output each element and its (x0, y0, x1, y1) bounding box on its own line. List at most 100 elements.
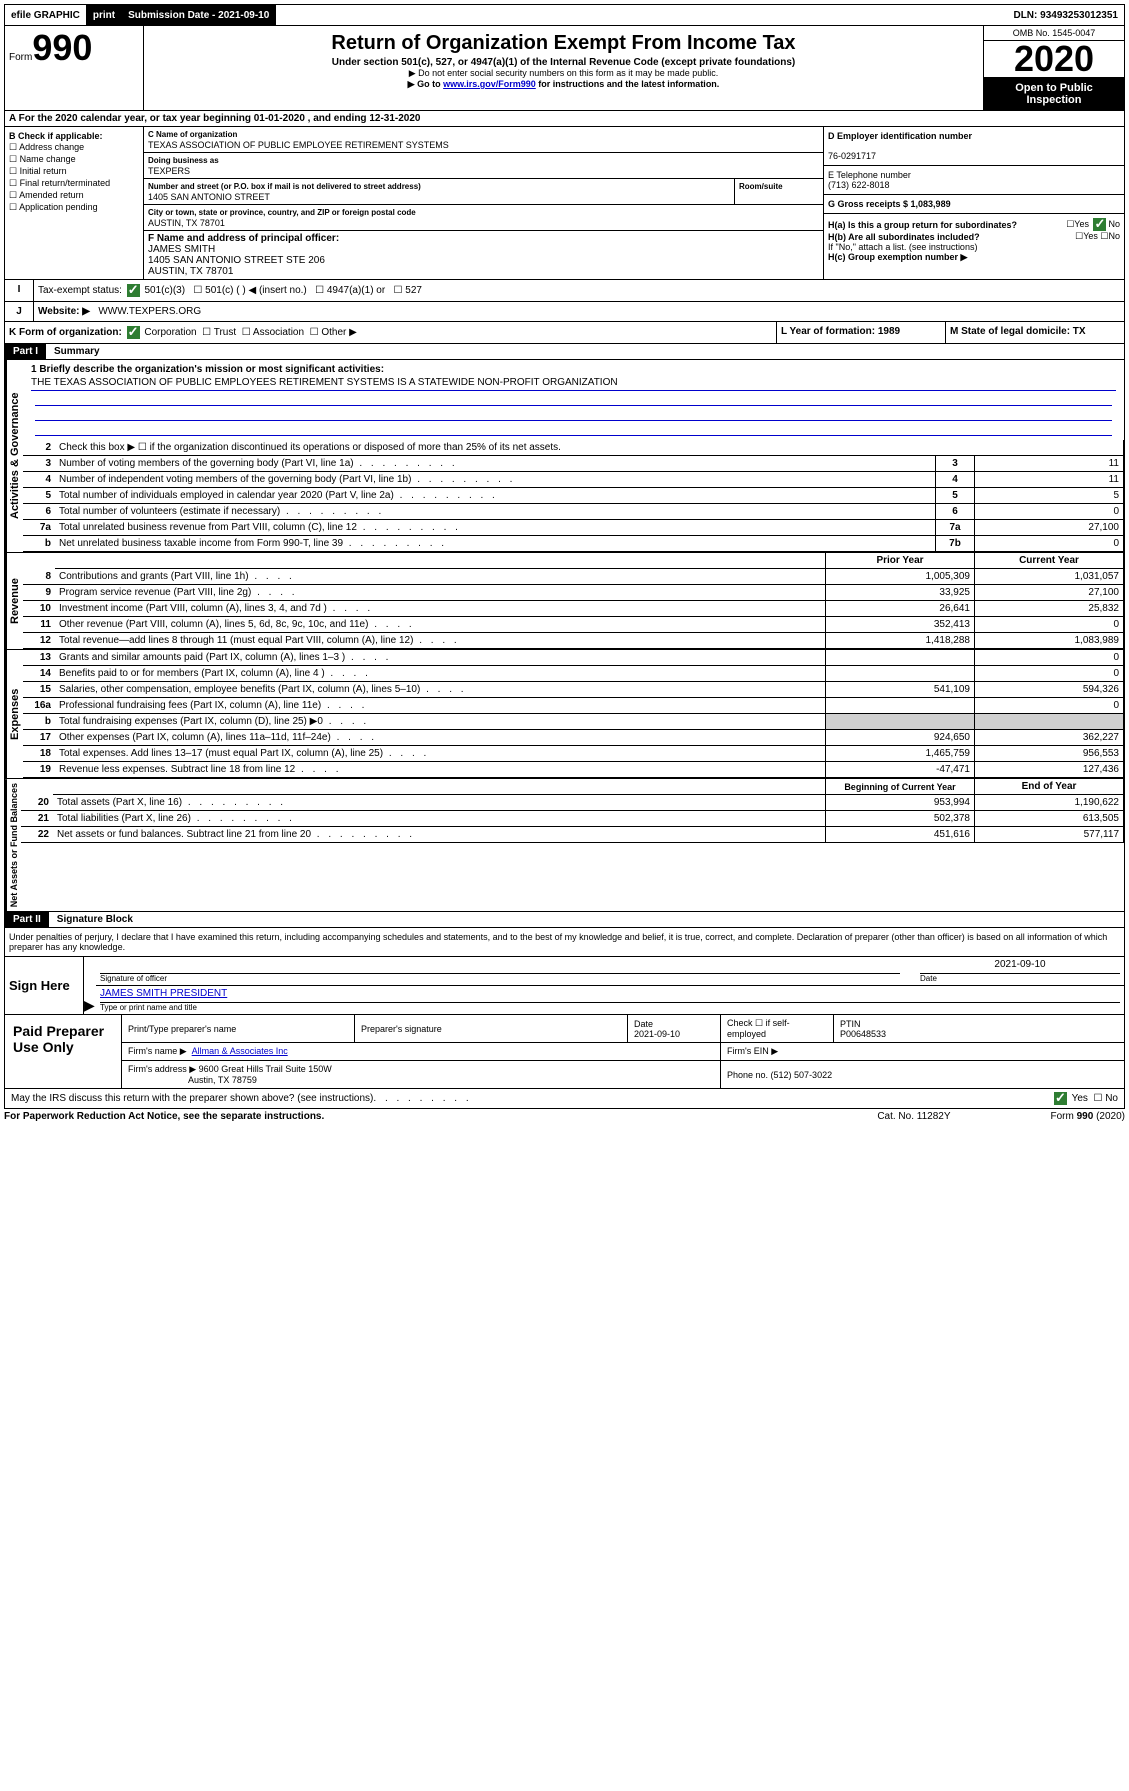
chk-amended[interactable]: ☐ Amended return (9, 190, 139, 201)
part1-header: Part I Summary (4, 344, 1125, 360)
org-name: TEXAS ASSOCIATION OF PUBLIC EMPLOYEE RET… (148, 140, 819, 150)
end-year-header: End of Year (975, 779, 1124, 795)
netassets-section: Net Assets or Fund Balances Beginning of… (4, 779, 1125, 912)
ein-cell: D Employer identification number 76-0291… (824, 127, 1124, 166)
form-header: Form990 Return of Organization Exempt Fr… (4, 26, 1125, 111)
dba-cell: Doing business as TEXPERS (144, 153, 823, 179)
expenses-section: Expenses 13Grants and similar amounts pa… (4, 650, 1125, 779)
city-cell: City or town, state or province, country… (144, 205, 823, 231)
chk-name[interactable]: ☐ Name change (9, 154, 139, 165)
chk-pending[interactable]: ☐ Application pending (9, 202, 139, 213)
phone-cell: E Telephone number (713) 622-8018 (824, 166, 1124, 195)
tax-status-row: I Tax-exempt status: 501(c)(3) ☐ 501(c) … (4, 280, 1125, 302)
street-cell: Number and street (or P.O. box if mail i… (144, 179, 735, 204)
discuss-yes-check[interactable] (1054, 1092, 1067, 1105)
row-j-label: J (5, 302, 34, 321)
mission-blank-2 (35, 406, 1112, 421)
firm-name-cell: Firm's name ▶ Allman & Associates Inc (122, 1043, 721, 1061)
sign-date: 2021-09-10 (920, 959, 1120, 973)
table-row: 4Number of independent voting members of… (23, 472, 1124, 488)
entity-section: B Check if applicable: ☐ Address change … (4, 127, 1125, 280)
sign-caret-icon: ▶ (84, 957, 96, 1014)
prep-ptin-cell: PTINP00648533 (834, 1015, 1125, 1043)
col-b-label: B Check if applicable: (9, 131, 103, 141)
table-row: 8Contributions and grants (Part VIII, li… (23, 569, 1124, 585)
governance-table: 2Check this box ▶ ☐ if the organization … (23, 440, 1124, 552)
table-row: 18Total expenses. Add lines 13–17 (must … (23, 746, 1124, 762)
dln-label: DLN: 93493253012351 (1007, 5, 1124, 25)
revenue-section: Revenue Prior Year Current Year 8Contrib… (4, 553, 1125, 650)
group-return-cell: H(a) Is this a group return for subordin… (824, 214, 1124, 267)
table-row: 12Total revenue—add lines 8 through 11 (… (23, 633, 1124, 649)
preparer-label: Paid Preparer Use Only (5, 1015, 122, 1088)
chk-final[interactable]: ☐ Final return/terminated (9, 178, 139, 189)
tax-year: 2020 (984, 41, 1124, 78)
mission-box: 1 Briefly describe the organization's mi… (23, 360, 1124, 440)
officer-cell: F Name and address of principal officer:… (144, 231, 823, 279)
website-value: WWW.TEXPERS.ORG (98, 306, 201, 317)
sign-here-section: Sign Here ▶ Signature of officer 2021-09… (4, 957, 1125, 1015)
irs-link[interactable]: www.irs.gov/Form990 (443, 79, 536, 89)
table-row: 2Check this box ▶ ☐ if the organization … (23, 440, 1124, 456)
governance-section: Activities & Governance 1 Briefly descri… (4, 360, 1125, 553)
table-row: 17Other expenses (Part IX, column (A), l… (23, 730, 1124, 746)
chk-501c3[interactable] (127, 284, 140, 297)
ha-no-check[interactable] (1093, 218, 1106, 231)
table-row: 21Total liabilities (Part X, line 26)502… (21, 811, 1124, 827)
side-expenses: Expenses (5, 650, 23, 778)
part1-tag: Part I (5, 344, 46, 359)
prep-date-cell: Date2021-09-10 (628, 1015, 721, 1043)
mission-blank-1 (35, 391, 1112, 406)
form-subtitle: Under section 501(c), 527, or 4947(a)(1)… (148, 57, 979, 68)
firm-ein-cell: Firm's EIN ▶ (721, 1043, 1125, 1061)
chk-corp[interactable] (127, 326, 140, 339)
chk-initial[interactable]: ☐ Initial return (9, 166, 139, 177)
check-applicable-col: B Check if applicable: ☐ Address change … (5, 127, 144, 279)
ein-value: 76-0291717 (828, 151, 876, 161)
firm-link[interactable]: Allman & Associates Inc (192, 1046, 288, 1056)
footer: For Paperwork Reduction Act Notice, see … (4, 1109, 1125, 1124)
open-public-badge: Open to Public Inspection (984, 78, 1124, 110)
form-footer: Form 990 (2020) (1051, 1111, 1125, 1122)
mission-blank-3 (35, 421, 1112, 436)
part2-header: Part II Signature Block (4, 912, 1125, 928)
sig-officer-label: Signature of officer (100, 973, 900, 983)
officer-link[interactable]: JAMES SMITH PRESIDENT (100, 988, 227, 999)
top-toolbar: efile GRAPHIC print Submission Date - 20… (4, 4, 1125, 26)
part2-title: Signature Block (49, 912, 141, 927)
website-row: J Website: ▶ WWW.TEXPERS.ORG (4, 302, 1125, 322)
prep-sig-header: Preparer's signature (355, 1015, 628, 1043)
table-row: 9Program service revenue (Part VIII, lin… (23, 585, 1124, 601)
form-word: Form (9, 52, 32, 63)
table-row: 3Number of voting members of the governi… (23, 456, 1124, 472)
cat-no: Cat. No. 11282Y (877, 1111, 950, 1122)
efile-label: efile GRAPHIC (5, 5, 87, 25)
table-row: 22Net assets or fund balances. Subtract … (21, 827, 1124, 843)
pra-notice: For Paperwork Reduction Act Notice, see … (4, 1111, 324, 1122)
form-title: Return of Organization Exempt From Incom… (148, 32, 979, 55)
dba-name: TEXPERS (148, 166, 819, 176)
revenue-table: Prior Year Current Year 8Contributions a… (23, 553, 1124, 649)
table-row: 6Total number of volunteers (estimate if… (23, 504, 1124, 520)
tax-year-row: A For the 2020 calendar year, or tax yea… (4, 111, 1125, 127)
discuss-row: May the IRS discuss this return with the… (4, 1089, 1125, 1109)
form-990-number: 990 (32, 27, 92, 68)
preparer-section: Paid Preparer Use Only Print/Type prepar… (4, 1015, 1125, 1089)
submission-date: Submission Date - 2021-09-10 (122, 5, 276, 25)
print-button[interactable]: print (87, 5, 122, 25)
table-row: 15Salaries, other compensation, employee… (23, 682, 1124, 698)
prep-name-header: Print/Type preparer's name (122, 1015, 355, 1043)
prep-selfemp-cell: Check ☐ if self-employed (721, 1015, 834, 1043)
firm-phone-cell: Phone no. (512) 507-3022 (721, 1061, 1125, 1089)
chk-address[interactable]: ☐ Address change (9, 142, 139, 153)
form-org-row: K Form of organization: Corporation ☐ Tr… (4, 322, 1125, 344)
table-row: bNet unrelated business taxable income f… (23, 536, 1124, 552)
state-domicile: M State of legal domicile: TX (945, 322, 1124, 343)
table-row: 16aProfessional fundraising fees (Part I… (23, 698, 1124, 714)
room-cell: Room/suite (735, 179, 823, 204)
expenses-table: 13Grants and similar amounts paid (Part … (23, 650, 1124, 778)
side-revenue: Revenue (5, 553, 23, 649)
side-netassets: Net Assets or Fund Balances (5, 779, 21, 911)
table-row: bTotal fundraising expenses (Part IX, co… (23, 714, 1124, 730)
name-title-label: Type or print name and title (100, 1002, 1120, 1012)
